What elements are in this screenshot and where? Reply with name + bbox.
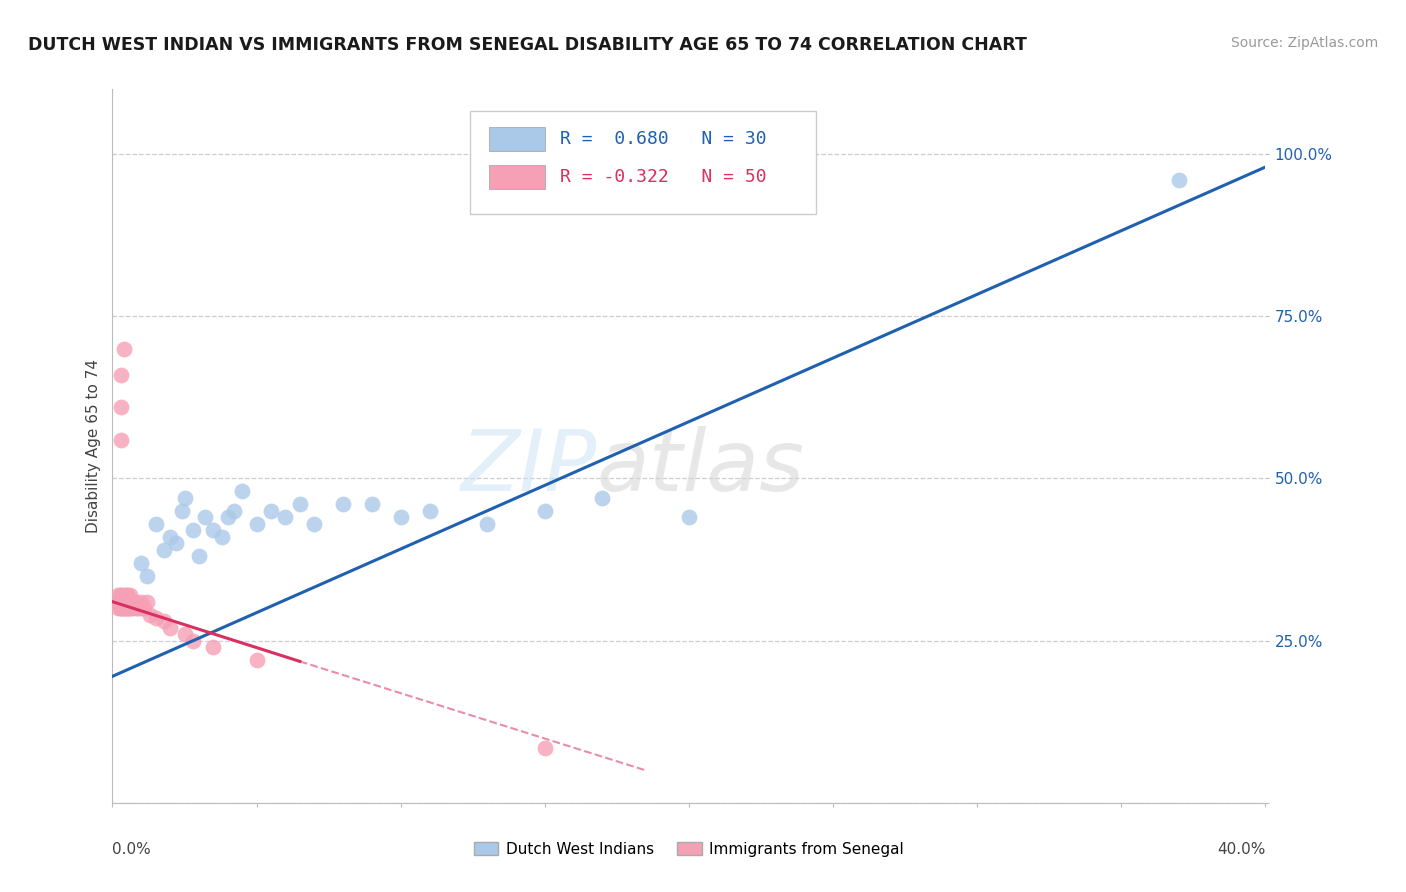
Point [110, 400, 132, 414]
Point [217, 510, 239, 524]
Text: 0.0%: 0.0% [112, 842, 152, 857]
Point [124, 595, 146, 609]
Text: 40.0%: 40.0% [1218, 842, 1265, 857]
Point [121, 595, 143, 609]
Point [110, 601, 132, 615]
Text: R = -0.322   N = 50: R = -0.322 N = 50 [560, 168, 766, 186]
Point [115, 601, 138, 615]
Point [136, 595, 159, 609]
Point [678, 510, 700, 524]
Point [110, 368, 132, 382]
Point [115, 595, 138, 609]
Point [112, 342, 135, 356]
Text: DUTCH WEST INDIAN VS IMMIGRANTS FROM SENEGAL DISABILITY AGE 65 TO 74 CORRELATION: DUTCH WEST INDIAN VS IMMIGRANTS FROM SEN… [28, 36, 1026, 54]
Point [115, 601, 138, 615]
Point [118, 601, 141, 615]
Point [1167, 173, 1189, 187]
Text: ZIP: ZIP [460, 425, 596, 509]
Point [110, 601, 132, 615]
Point [129, 595, 153, 609]
Point [475, 516, 499, 531]
Point [202, 524, 225, 538]
Point [202, 640, 225, 654]
Point [304, 516, 326, 531]
Point [115, 595, 138, 609]
Point [112, 601, 135, 615]
Point [112, 601, 135, 615]
Point [246, 516, 269, 531]
Point [110, 433, 132, 447]
Point [274, 510, 297, 524]
Point [222, 504, 245, 518]
Point [129, 601, 153, 615]
Point [110, 595, 132, 609]
Point [188, 549, 211, 564]
Point [181, 633, 204, 648]
Point [534, 740, 557, 755]
Text: atlas: atlas [596, 425, 804, 509]
Point [112, 588, 135, 602]
Point [159, 621, 181, 635]
Point [211, 530, 233, 544]
Point [118, 601, 141, 615]
Point [332, 497, 354, 511]
Y-axis label: Disability Age 65 to 74: Disability Age 65 to 74 [86, 359, 101, 533]
Point [153, 542, 176, 557]
Point [127, 601, 149, 615]
Point [139, 607, 162, 622]
Point [194, 510, 217, 524]
Point [592, 491, 614, 505]
Point [181, 524, 204, 538]
Text: R =  0.680   N = 30: R = 0.680 N = 30 [560, 130, 766, 148]
Point [118, 595, 141, 609]
Point [136, 568, 159, 582]
Text: Source: ZipAtlas.com: Source: ZipAtlas.com [1230, 36, 1378, 50]
Point [124, 601, 146, 615]
Point [112, 595, 135, 609]
Point [118, 588, 141, 602]
Point [115, 588, 138, 602]
Point [389, 510, 412, 524]
Point [165, 536, 187, 550]
Point [121, 601, 143, 615]
Point [115, 588, 138, 602]
Point [288, 497, 311, 511]
Point [129, 556, 153, 570]
Point [360, 497, 382, 511]
Point [107, 588, 129, 602]
Point [110, 601, 132, 615]
Point [153, 614, 176, 628]
Point [110, 595, 132, 609]
Point [107, 601, 129, 615]
Point [260, 504, 283, 518]
Point [145, 516, 167, 531]
FancyBboxPatch shape [470, 111, 815, 214]
Point [110, 595, 132, 609]
Point [170, 504, 193, 518]
Point [110, 588, 132, 602]
Point [115, 595, 138, 609]
FancyBboxPatch shape [489, 127, 546, 152]
Point [115, 601, 138, 615]
Point [173, 627, 195, 641]
Legend: Dutch West Indians, Immigrants from Senegal: Dutch West Indians, Immigrants from Sene… [468, 836, 910, 863]
Point [231, 484, 253, 499]
Point [173, 491, 195, 505]
FancyBboxPatch shape [489, 165, 546, 189]
Point [107, 595, 129, 609]
Point [246, 653, 269, 667]
Point [534, 504, 557, 518]
Point [419, 504, 441, 518]
Point [134, 601, 156, 615]
Point [159, 530, 181, 544]
Point [112, 595, 135, 609]
Point [145, 611, 167, 625]
Point [110, 588, 132, 602]
